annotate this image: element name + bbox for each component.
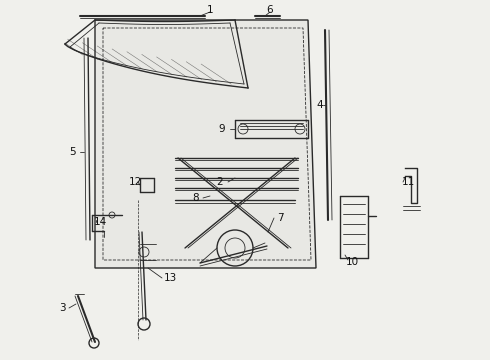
- Text: 3: 3: [59, 303, 65, 313]
- Text: 11: 11: [401, 177, 415, 187]
- Text: 9: 9: [219, 124, 225, 134]
- Text: 2: 2: [217, 177, 223, 187]
- Text: 13: 13: [163, 273, 176, 283]
- Polygon shape: [95, 20, 316, 268]
- Text: 1: 1: [207, 5, 213, 15]
- Text: 5: 5: [69, 147, 75, 157]
- Text: 8: 8: [193, 193, 199, 203]
- Text: 12: 12: [128, 177, 142, 187]
- Text: 10: 10: [345, 257, 359, 267]
- Text: 4: 4: [317, 100, 323, 110]
- Text: 14: 14: [94, 217, 107, 227]
- Text: 6: 6: [267, 5, 273, 15]
- Text: 7: 7: [277, 213, 283, 223]
